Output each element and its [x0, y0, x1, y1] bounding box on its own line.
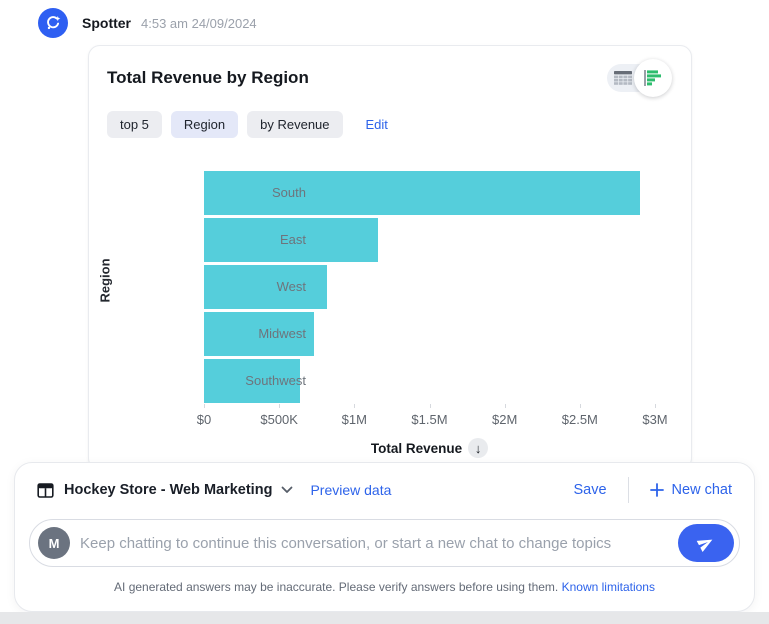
x-tick-label: $500K: [260, 412, 298, 427]
bar-west[interactable]: [204, 264, 328, 309]
spotter-avatar: [38, 8, 68, 38]
chart-view-button[interactable]: [634, 59, 672, 97]
save-button[interactable]: Save: [573, 482, 607, 498]
new-chat-label: New chat: [671, 482, 732, 498]
category-label: East: [279, 232, 306, 247]
chart-bar-row: East: [204, 216, 693, 263]
x-tick-label: $1.5M: [411, 412, 448, 427]
x-tick-label: $2.5M: [561, 412, 598, 427]
chart-bar-row: South: [204, 169, 693, 216]
table-view-icon: [613, 70, 633, 86]
dataset-selector[interactable]: Hockey Store - Web Marketing: [64, 482, 273, 498]
x-tickmark: [429, 404, 431, 408]
x-tickmark: [579, 404, 581, 408]
chart-rows: South East West Midwest Southwest: [204, 169, 693, 404]
category-label: Southwest: [245, 373, 306, 388]
card-title: Total Revenue by Region: [107, 68, 309, 87]
chart-bar-row: West: [204, 263, 693, 310]
disclaimer-text: AI generated answers may be inaccurate. …: [114, 580, 559, 594]
plus-icon: [649, 483, 672, 497]
x-tickmark: [204, 404, 205, 408]
x-tick-label: $0: [196, 412, 212, 427]
category-label: Midwest: [258, 326, 306, 341]
chart-bar-row: Southwest: [204, 357, 693, 404]
user-avatar: M: [38, 527, 70, 559]
chat-bottom-sheet: Hockey Store - Web Marketing Preview dat…: [14, 462, 755, 612]
message-header: Spotter 4:53 am 24/09/2024: [38, 8, 257, 38]
bar-southwest[interactable]: [204, 358, 301, 403]
new-chat-button[interactable]: New chat: [649, 482, 732, 498]
x-tick-label: $3M: [642, 412, 668, 427]
vertical-divider: [627, 477, 629, 503]
x-axis-title: Total Revenue: [370, 440, 463, 456]
chip-by-revenue[interactable]: by Revenue: [247, 111, 343, 138]
x-tickmark: [655, 404, 656, 408]
worksheet-icon: [37, 482, 54, 499]
chevron-down-icon[interactable]: [281, 486, 293, 494]
table-view-button[interactable]: [613, 70, 633, 86]
x-tick-label: $2M: [492, 412, 518, 427]
category-label: South: [272, 185, 306, 200]
disclaimer-row: AI generated answers may be inaccurate. …: [15, 580, 754, 594]
x-tick-label: $1M: [341, 412, 367, 427]
bar-south[interactable]: [204, 170, 640, 215]
spotter-avatar-icon: [42, 12, 64, 34]
x-axis: $0 $500K $1M $1.5M $2M $2.5M $3M: [197, 404, 693, 430]
chat-input[interactable]: [70, 534, 678, 552]
category-label: West: [276, 279, 306, 294]
x-tickmark: [504, 404, 506, 408]
send-button[interactable]: [678, 524, 734, 562]
x-tickmark: [354, 404, 356, 408]
x-tickmark: [279, 404, 281, 408]
spotter-name: Spotter: [82, 15, 131, 31]
dataset-row: Hockey Store - Web Marketing Preview dat…: [15, 463, 754, 503]
chart-view-icon: [642, 69, 664, 87]
bar-chart: Region South East West Midwest Southwest $0 $…: [89, 169, 693, 458]
window-bottom-strip: [0, 612, 769, 624]
chip-top5[interactable]: top 5: [107, 111, 162, 138]
sort-descending-icon[interactable]: ↓: [468, 438, 489, 458]
chat-input-container: M: [29, 519, 740, 567]
chip-region[interactable]: Region: [170, 111, 239, 138]
message-timestamp: 4:53 am 24/09/2024: [141, 15, 257, 31]
send-icon: [696, 534, 715, 552]
viz-type-toggle: [607, 59, 672, 97]
chart-bar-row: Midwest: [204, 310, 693, 357]
known-limitations-link[interactable]: Known limitations: [561, 580, 655, 594]
bar-east[interactable]: [204, 217, 379, 262]
edit-button[interactable]: Edit: [365, 117, 388, 132]
query-token-row: top 5 Region by Revenue Edit: [107, 111, 388, 138]
bar-midwest[interactable]: [204, 311, 314, 356]
answer-card: Total Revenue by Region: [88, 45, 692, 470]
preview-data-link[interactable]: Preview data: [310, 482, 392, 498]
x-axis-title-row: Total Revenue ↓: [204, 438, 655, 458]
y-axis-title: Region: [97, 258, 113, 303]
